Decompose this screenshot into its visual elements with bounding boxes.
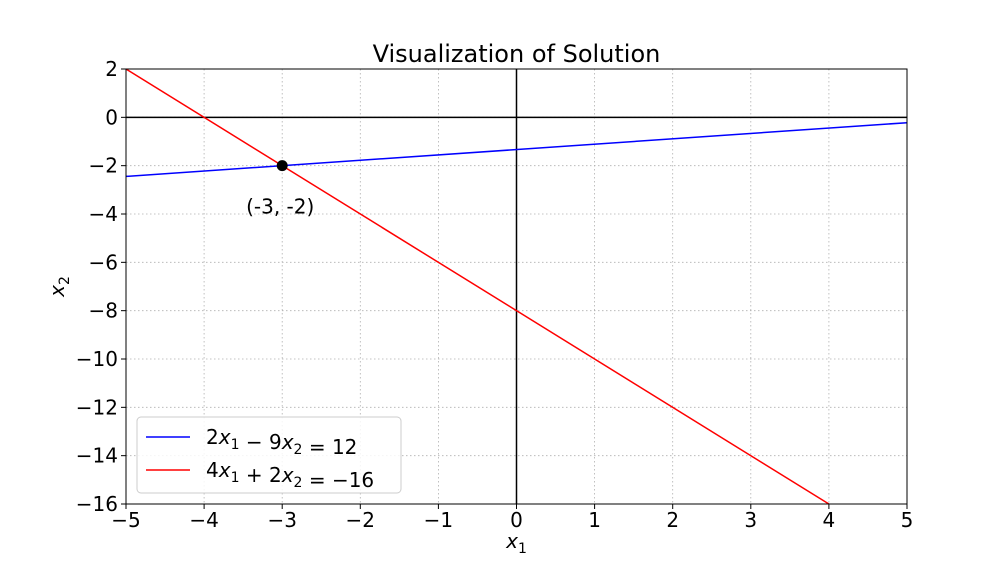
x-axis-label: x1 — [505, 529, 527, 557]
legend-label-2: 4x1 + 2x2 = −16 — [206, 458, 374, 492]
x-tick-label: −5 — [111, 508, 140, 532]
axis-ticks: −5 −4 −3 −2 −1 0 1 2 3 4 520−2−4−6−8−10−12−14−16 — [76, 57, 914, 532]
x-tick-label: 3 — [744, 508, 757, 532]
x-tick-label: −3 — [267, 508, 296, 532]
y-tick-label: −14 — [76, 444, 118, 468]
x-tick-label: −2 — [346, 508, 375, 532]
legend-label-1: 2x1 − 9x2 = 12 — [206, 425, 357, 459]
y-axis-label: x2 — [45, 276, 73, 298]
series-lines — [125, 68, 908, 505]
grid — [125, 68, 908, 505]
y-tick-label: −2 — [89, 154, 118, 178]
solution-point-label: (-3, -2) — [246, 195, 314, 219]
reference-lines — [126, 69, 907, 504]
chart-title: Visualization of Solution — [373, 40, 661, 68]
x-tick-label: 4 — [823, 508, 836, 532]
series-line-1 — [125, 121, 908, 178]
y-tick-label: −12 — [76, 395, 118, 419]
y-tick-label: −8 — [89, 299, 118, 323]
y-tick-label: −4 — [89, 202, 118, 226]
x-tick-label: 1 — [588, 508, 601, 532]
solution-points: (-3, -2) — [246, 160, 314, 219]
y-tick-label: −10 — [76, 347, 118, 371]
y-tick-label: 2 — [105, 57, 118, 81]
legend-box — [136, 416, 402, 494]
x-tick-label: 0 — [510, 508, 523, 532]
y-tick-label: −16 — [76, 492, 118, 516]
x-tick-label: −4 — [189, 508, 218, 532]
x-tick-label: −1 — [424, 508, 453, 532]
x-tick-label: 5 — [901, 508, 914, 532]
y-tick-label: −6 — [89, 250, 118, 274]
series-line-2 — [125, 68, 830, 505]
solution-point — [276, 160, 288, 172]
y-tick-label: 0 — [105, 105, 118, 129]
x-tick-label: 2 — [666, 508, 679, 532]
